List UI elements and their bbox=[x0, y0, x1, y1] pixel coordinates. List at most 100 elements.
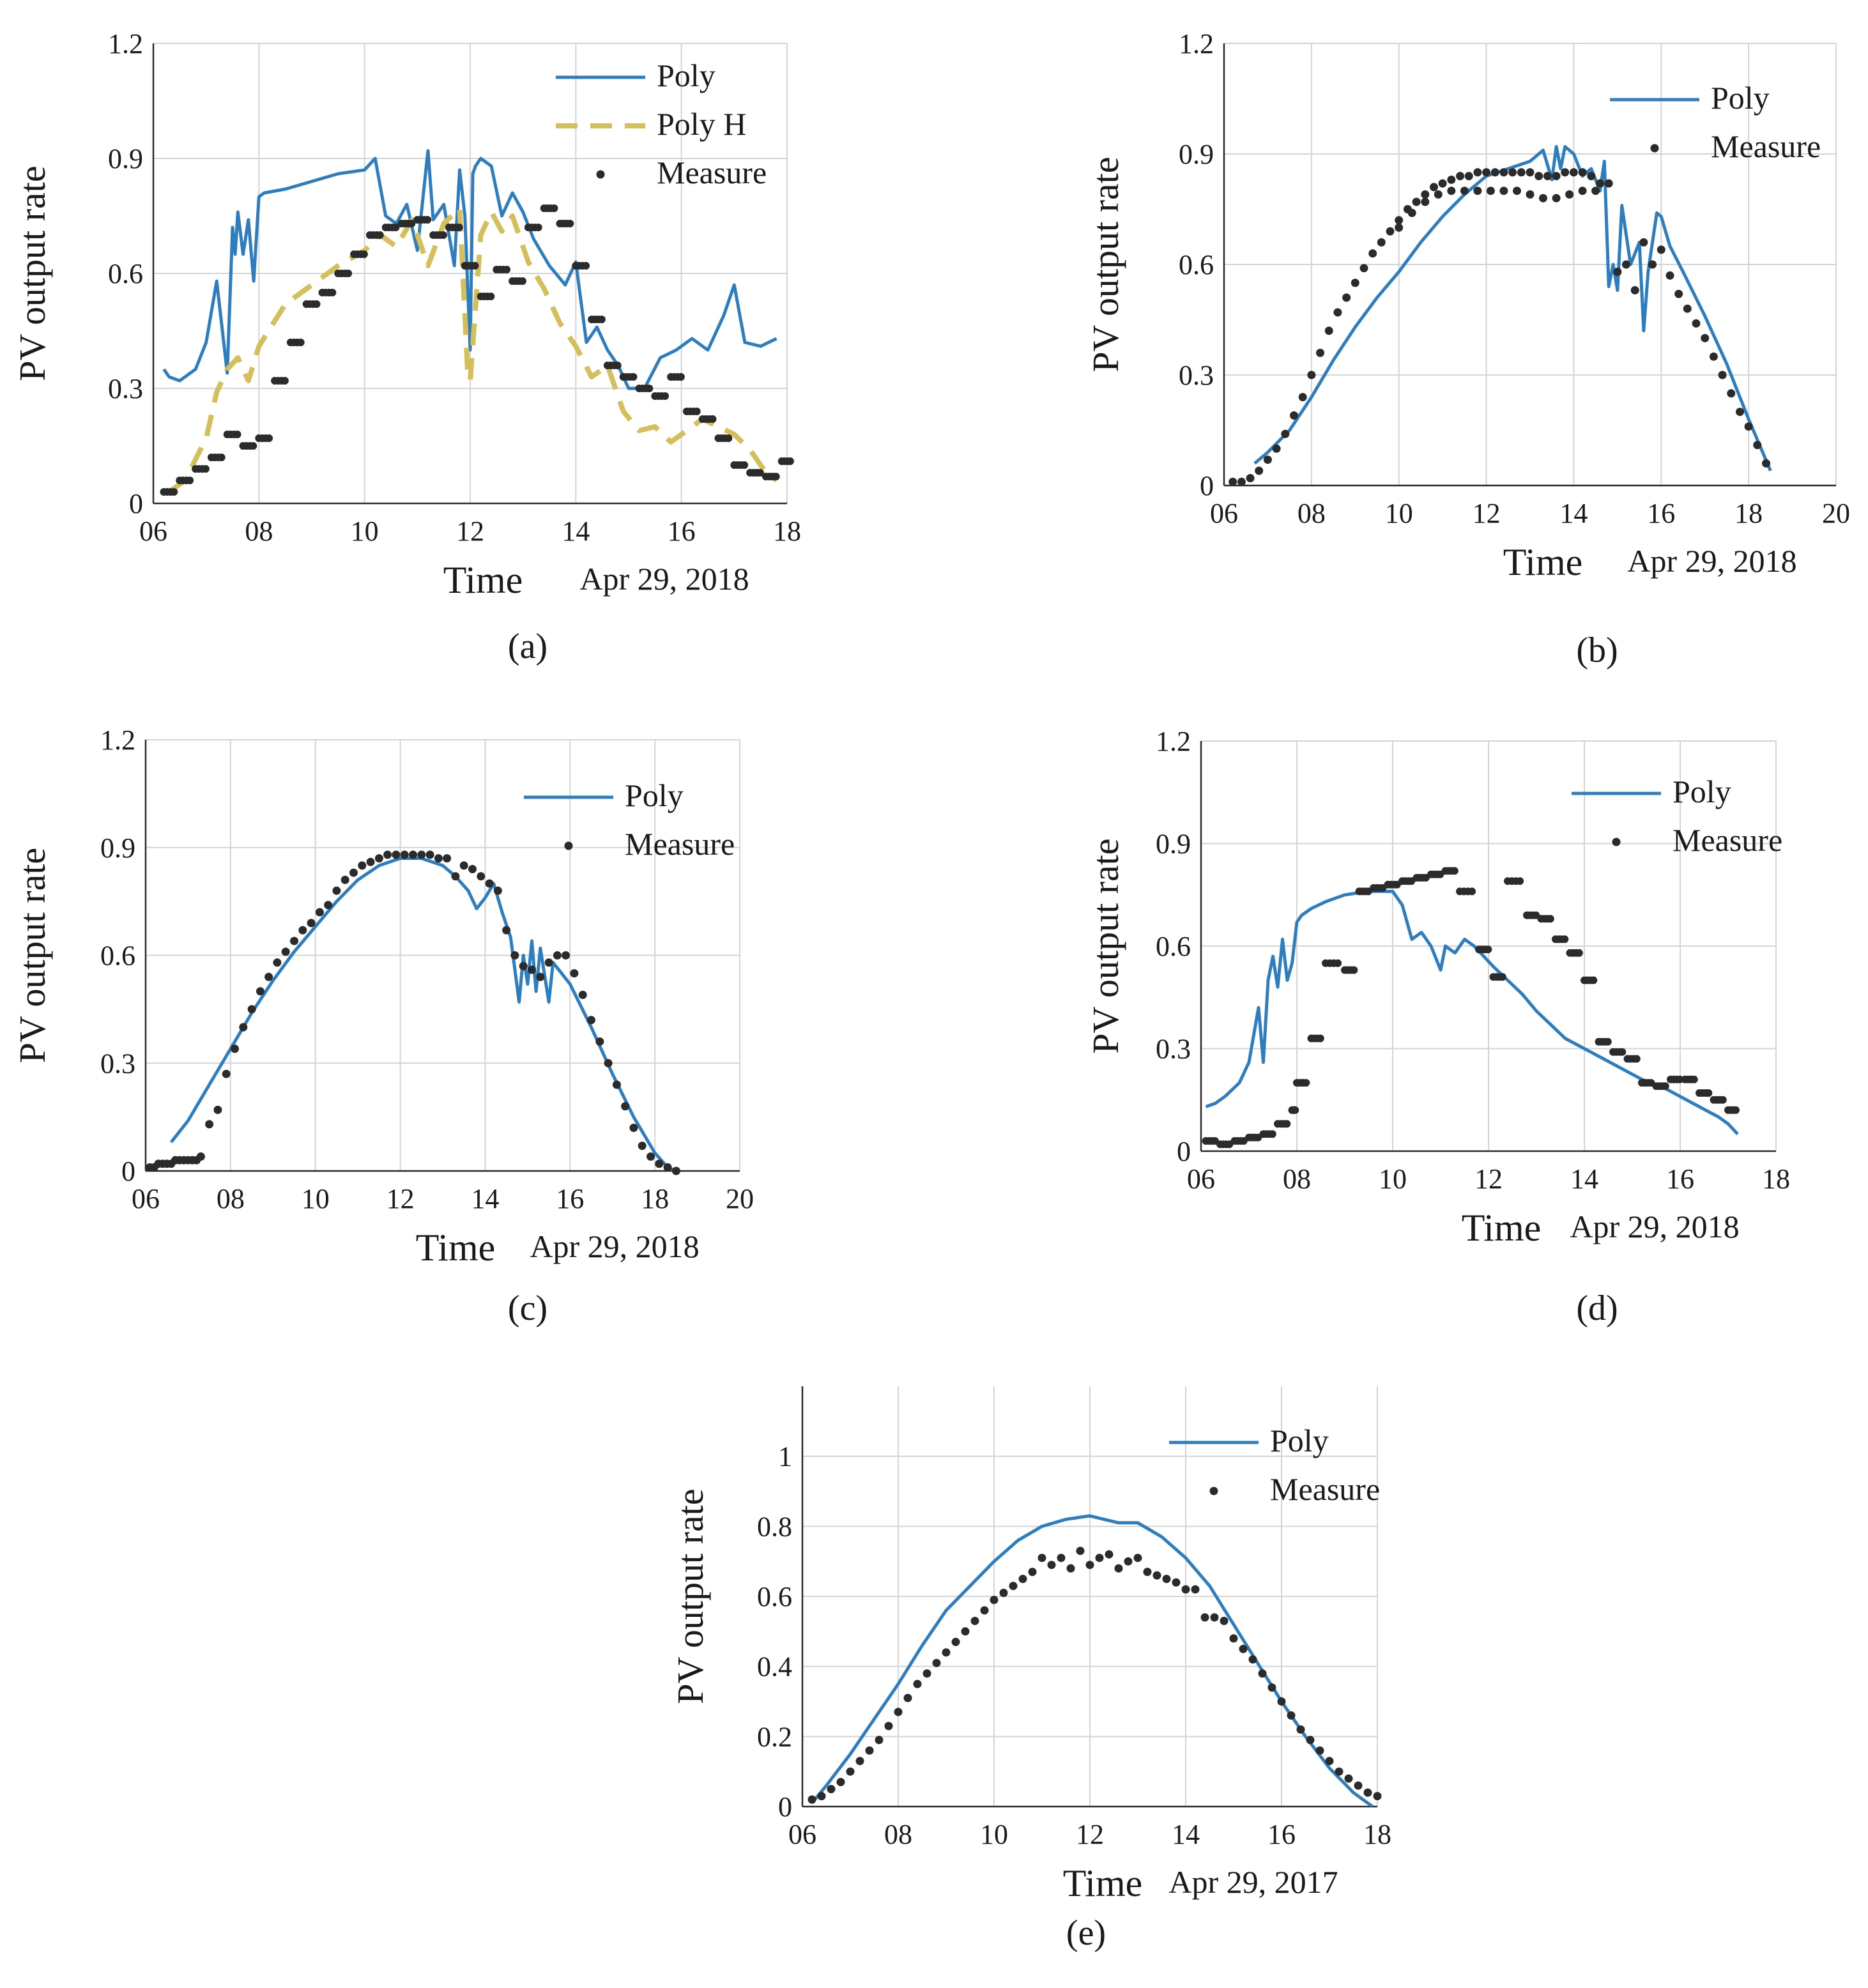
measure-point bbox=[1434, 190, 1443, 199]
x-tick-label: 14 bbox=[1559, 498, 1588, 529]
legend-label: Measure bbox=[1673, 822, 1782, 858]
measure-point bbox=[1622, 260, 1630, 269]
measure-point bbox=[1412, 197, 1421, 206]
measure-point bbox=[1657, 245, 1665, 254]
measure-point bbox=[1395, 223, 1404, 232]
measure-point bbox=[358, 861, 367, 870]
legend-label: Poly bbox=[657, 57, 716, 93]
measure-point bbox=[1114, 1564, 1123, 1573]
x-axis-label: Time bbox=[1503, 541, 1583, 583]
measure-point bbox=[621, 1102, 630, 1111]
x-tick-label: 20 bbox=[1822, 498, 1850, 529]
measure-point bbox=[1692, 319, 1701, 328]
x-tick-label: 12 bbox=[387, 1183, 415, 1214]
measure-point bbox=[1539, 194, 1547, 203]
x-tick-label: 08 bbox=[1298, 498, 1326, 529]
y-tick-label: 0.6 bbox=[1179, 249, 1214, 280]
measure-point bbox=[1718, 371, 1727, 379]
measure-point bbox=[1277, 1697, 1286, 1706]
measure-point bbox=[1486, 187, 1495, 195]
measure-point bbox=[1325, 1757, 1334, 1766]
panel-caption: (a) bbox=[508, 627, 547, 666]
measure-point bbox=[1683, 304, 1692, 313]
y-tick-label: 0.3 bbox=[108, 373, 143, 404]
measure-point bbox=[1438, 179, 1447, 188]
measure-point bbox=[553, 951, 562, 960]
measure-point bbox=[1377, 238, 1386, 247]
y-tick-label: 1.2 bbox=[1156, 726, 1191, 757]
measure-point bbox=[1009, 1582, 1018, 1591]
x-tick-label: 18 bbox=[1363, 1819, 1391, 1850]
measure-point bbox=[443, 854, 452, 863]
measure-point bbox=[1296, 1725, 1305, 1734]
measure-point bbox=[740, 461, 749, 469]
y-tick-label: 0.6 bbox=[757, 1581, 792, 1612]
x-tick-label: 12 bbox=[1474, 1163, 1503, 1195]
measure-point bbox=[1246, 474, 1255, 482]
measure-point bbox=[645, 385, 654, 392]
measure-point bbox=[1575, 949, 1583, 957]
measure-point bbox=[562, 951, 570, 960]
measure-point bbox=[570, 969, 579, 978]
measure-point bbox=[1618, 1048, 1627, 1056]
x-tick-label: 18 bbox=[641, 1183, 669, 1214]
measure-point bbox=[434, 854, 443, 863]
legend-measure-marker bbox=[564, 841, 573, 850]
measure-point bbox=[307, 919, 316, 928]
measure-point bbox=[1350, 966, 1358, 974]
measure-point bbox=[1359, 264, 1368, 273]
measure-point bbox=[315, 908, 324, 917]
measure-point bbox=[1333, 308, 1342, 317]
measure-point bbox=[1578, 168, 1587, 177]
measure-point bbox=[1267, 1683, 1276, 1692]
chart-panel-b: 06 08 10 12 14 16 18 20 0 0.3 0.6 0.9 1.2 PV output r… bbox=[1085, 28, 1850, 670]
x-tick-label: 06 bbox=[1210, 498, 1238, 529]
measure-point bbox=[1473, 187, 1482, 195]
x-tick-label: 16 bbox=[1267, 1819, 1296, 1850]
measure-point bbox=[1447, 175, 1456, 184]
measure-point bbox=[360, 250, 368, 258]
measure-point bbox=[1709, 352, 1718, 361]
measure-point bbox=[566, 220, 574, 227]
measure-point bbox=[349, 868, 358, 877]
measure-point bbox=[595, 1037, 604, 1046]
measure-point bbox=[1335, 1767, 1344, 1776]
x-tick-label: 06 bbox=[139, 516, 167, 547]
measure-point bbox=[493, 886, 502, 895]
measure-point bbox=[256, 987, 264, 996]
x-axis-label: Time bbox=[416, 1227, 496, 1269]
measure-point bbox=[1066, 1564, 1075, 1573]
y-axis-label: PV output rate bbox=[1085, 838, 1126, 1053]
measure-point bbox=[1498, 973, 1506, 981]
y-tick-label: 0.2 bbox=[757, 1721, 792, 1752]
measure-point bbox=[1526, 168, 1535, 177]
measure-point bbox=[1162, 1575, 1171, 1584]
measure-point bbox=[1732, 1106, 1740, 1114]
x-tick-label: 14 bbox=[562, 516, 590, 547]
measure-point bbox=[808, 1795, 816, 1804]
x-tick-label: 10 bbox=[1379, 1163, 1407, 1195]
measure-point bbox=[1354, 1781, 1363, 1790]
measure-point bbox=[1316, 1034, 1324, 1043]
measure-point bbox=[663, 1163, 672, 1172]
measure-point bbox=[827, 1785, 836, 1794]
measure-point bbox=[1200, 1613, 1209, 1622]
measure-point bbox=[1421, 197, 1430, 206]
measure-point bbox=[1661, 1082, 1669, 1090]
measure-point bbox=[451, 872, 460, 881]
measure-point bbox=[196, 1152, 205, 1161]
measure-point bbox=[170, 488, 178, 496]
measure-point bbox=[383, 850, 392, 859]
measure-point bbox=[502, 926, 511, 935]
legend-measure-marker bbox=[1650, 144, 1659, 153]
measure-point bbox=[205, 1120, 214, 1129]
measure-point bbox=[417, 850, 426, 859]
measure-point bbox=[487, 293, 495, 300]
measure-point bbox=[1589, 976, 1598, 984]
measure-point bbox=[1255, 466, 1264, 475]
measure-point bbox=[1239, 1644, 1248, 1653]
date-label: Apr 29, 2018 bbox=[1627, 543, 1796, 579]
measure-point bbox=[612, 1080, 621, 1089]
measure-point bbox=[1546, 915, 1554, 923]
